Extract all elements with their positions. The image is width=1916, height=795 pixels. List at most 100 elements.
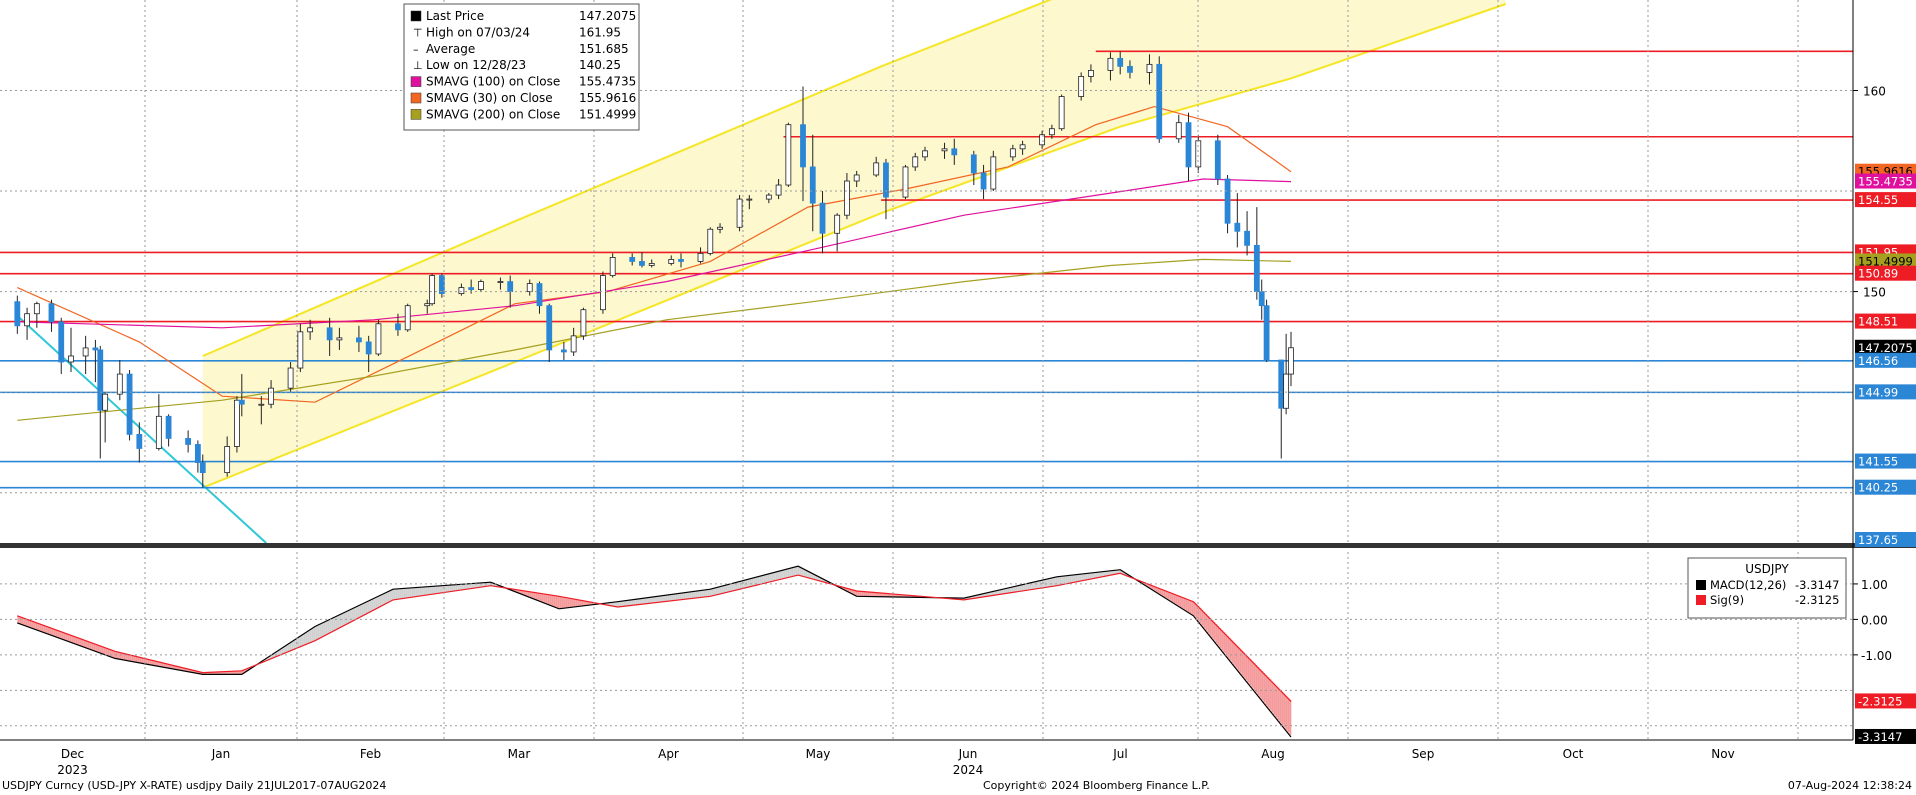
macd-area [321,623,324,638]
macd-area [1167,591,1170,600]
macd-area [785,569,788,579]
candle-body [258,403,265,406]
y-tick-label: 150 [1863,286,1886,300]
macd-area [529,591,532,598]
candle-body [570,335,577,353]
macd-area [223,671,226,675]
candle-body [1253,244,1260,293]
candle-body [116,373,123,395]
candle-body [853,174,860,182]
price-badge [1855,265,1916,281]
macd-area [447,585,450,593]
price-badge-label: 151.4999 [1858,254,1913,268]
macd-area [177,666,180,670]
macd-area [187,668,190,672]
macd-area [1267,677,1270,708]
macd-area [47,626,50,634]
macd-area [1251,660,1254,688]
macd-area [793,567,796,577]
macd-area [401,588,404,599]
macd-area [29,620,32,628]
macd-area [1051,578,1054,587]
macd-area [1083,573,1086,581]
legend-marker: ⊤ [413,26,423,39]
macd-area [1157,587,1160,594]
candle-body [1214,140,1221,180]
candle-body [97,349,104,411]
candle-body [1156,63,1163,140]
macd-area [1153,586,1156,591]
price-badge-label: 141.55 [1858,455,1898,469]
macd-area [1111,570,1114,576]
candle-body [678,259,684,262]
macd-area [287,644,290,653]
macd-area [363,603,366,616]
macd-area [765,574,768,584]
macd-area [467,583,470,590]
price-badge-label: 146.56 [1858,354,1898,368]
candle-body [668,259,675,264]
macd-area [557,596,560,609]
candle-body [980,172,987,190]
macd-area [789,568,792,578]
macd-area [181,667,184,671]
legend-value: 140.25 [579,58,621,72]
candle-body [717,226,723,230]
macd-area [545,594,548,604]
macd-area [87,641,90,649]
macd-area [131,655,134,662]
macd-area [209,672,212,675]
macd-area [537,592,540,601]
macd-area [645,597,648,604]
macd-area [909,595,912,598]
macd-area [307,631,310,644]
macd-area [667,594,670,602]
macd-area [791,567,794,577]
x-label: Oct [1563,747,1584,761]
macd-area [437,586,440,594]
macd-area [49,627,52,635]
macd-area [865,591,868,597]
candle-body [395,323,401,331]
macd-area [959,598,962,600]
candle-body [356,337,362,343]
macd-area [1091,572,1094,579]
price-badge-label: 155.4735 [1858,175,1913,189]
legend-value: 161.95 [579,25,621,39]
macd-area [415,587,418,597]
macd-area [675,593,678,601]
macd-area [193,670,196,673]
macd-area [733,583,736,591]
macd-area [479,582,482,588]
legend-label: Average [426,42,475,56]
candle-body [224,446,231,474]
macd-area [819,577,822,581]
y-tick-label: 160 [1863,85,1886,99]
macd-area [871,592,874,597]
macd-area [165,663,168,668]
macd-area [313,627,316,642]
macd-area [1245,654,1248,681]
candle-body [775,184,782,196]
macd-area [521,590,524,595]
x-label: Jun [958,747,978,761]
macd-area [809,571,812,579]
macd-area [693,591,696,599]
macd-area [277,651,280,657]
macd-area [1195,603,1198,619]
macd-area [849,589,852,593]
macd-area [493,583,496,587]
macd-area [135,656,138,663]
candle-body [297,331,304,369]
candle-body [507,281,514,293]
macd-area [517,589,520,593]
macd-area [1187,599,1190,613]
macd-area [697,590,700,598]
macd-area [117,651,120,659]
macd-area [81,639,84,647]
macd-area [725,585,728,593]
macd-area [1109,570,1112,576]
macd-area [1095,572,1098,579]
macd-area [963,598,966,600]
price-panel [0,0,1853,543]
